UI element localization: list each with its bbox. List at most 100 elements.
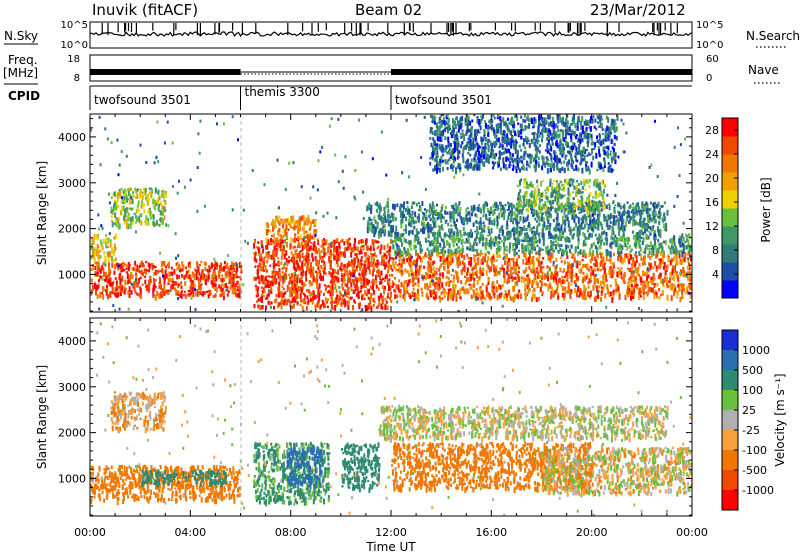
power-cell (221, 274, 224, 278)
power-cell (512, 204, 515, 209)
power-cell (148, 187, 151, 191)
power-cell (549, 259, 552, 263)
power-cell (643, 273, 646, 277)
power-cell (587, 291, 589, 296)
power-cell (508, 212, 511, 216)
power-cell (114, 247, 117, 250)
power-cell (352, 279, 355, 286)
power-cell (438, 282, 441, 287)
power-cell (622, 218, 625, 225)
power-cell (432, 239, 434, 243)
power-cell (662, 223, 665, 228)
power-cell (148, 279, 151, 285)
power-cell (110, 255, 113, 262)
power-cell (586, 263, 589, 268)
power-cell (163, 281, 166, 285)
power-cell (439, 272, 442, 277)
power-cell (369, 285, 372, 290)
power-cell (675, 273, 678, 279)
power-cell (464, 241, 467, 244)
power-cell (121, 267, 124, 272)
power-cell (390, 299, 393, 304)
power-cell (448, 231, 451, 238)
power-cell (347, 240, 350, 247)
power-cell (596, 247, 599, 250)
power-cell (554, 267, 557, 274)
power-cell (138, 215, 141, 222)
power-cell (365, 293, 368, 297)
power-cell (618, 211, 621, 217)
power-cell (492, 212, 495, 215)
power-cell (439, 255, 442, 262)
power-cell (439, 296, 442, 303)
power-cell (433, 237, 436, 240)
power-cell (257, 304, 260, 308)
power-cell (302, 298, 305, 303)
power-cell (605, 232, 608, 237)
power-cell (620, 223, 623, 228)
power-cell (330, 301, 333, 305)
power-cell (512, 261, 515, 266)
power-cell (587, 281, 589, 285)
power-cell (149, 212, 152, 217)
power-cell (531, 236, 534, 241)
power-cell (258, 275, 261, 282)
power-cell (596, 252, 599, 259)
power-cell (205, 274, 208, 279)
power-cell (533, 293, 536, 299)
power-cell (493, 258, 496, 263)
power-cell (208, 265, 211, 268)
power-cell (499, 267, 502, 270)
power-cell (309, 297, 312, 302)
power-cell (138, 293, 141, 297)
power-cell (323, 251, 326, 258)
power-cell (336, 249, 338, 255)
power-cell (134, 260, 137, 266)
power-cell (440, 291, 443, 296)
power-cell (104, 288, 107, 292)
power-cell (591, 227, 594, 231)
power-cell (625, 253, 628, 259)
power-cell (635, 207, 638, 214)
power-cell (359, 265, 362, 272)
power-cell (506, 245, 508, 249)
power-cell (385, 273, 388, 279)
power-cell (512, 248, 515, 252)
power-cell (592, 221, 595, 226)
power-cell (365, 252, 368, 256)
power-cell (314, 249, 317, 255)
power-cell (431, 219, 434, 224)
power-cell (538, 249, 541, 256)
power-cell (450, 253, 453, 257)
power-cell (380, 303, 383, 309)
power-cell (554, 273, 557, 277)
power-cell (121, 290, 124, 293)
power-cell (136, 292, 139, 296)
power-cell (284, 298, 287, 301)
power-cell (295, 248, 298, 252)
power-cell (327, 250, 329, 254)
power-cell (267, 222, 270, 229)
power-cell (578, 211, 581, 215)
power-cell (556, 242, 559, 247)
power-cell (316, 292, 319, 299)
power-cell (279, 238, 282, 243)
power-cell (161, 204, 164, 211)
power-cell (228, 278, 231, 284)
power-cell (267, 283, 270, 289)
power-cell (121, 285, 123, 292)
power-cell (387, 266, 390, 272)
power-cell (160, 201, 163, 206)
power-cell (321, 239, 324, 244)
power-cell (545, 275, 548, 279)
power-cell (393, 289, 396, 292)
power-cell (531, 296, 534, 302)
power-cell (460, 239, 463, 243)
power-cell (433, 274, 436, 278)
power-cell (499, 208, 502, 213)
power-cell (226, 293, 229, 297)
power-cell (672, 275, 675, 282)
power-cell (612, 262, 615, 267)
power-cell (564, 237, 566, 242)
power-cell (600, 233, 603, 239)
